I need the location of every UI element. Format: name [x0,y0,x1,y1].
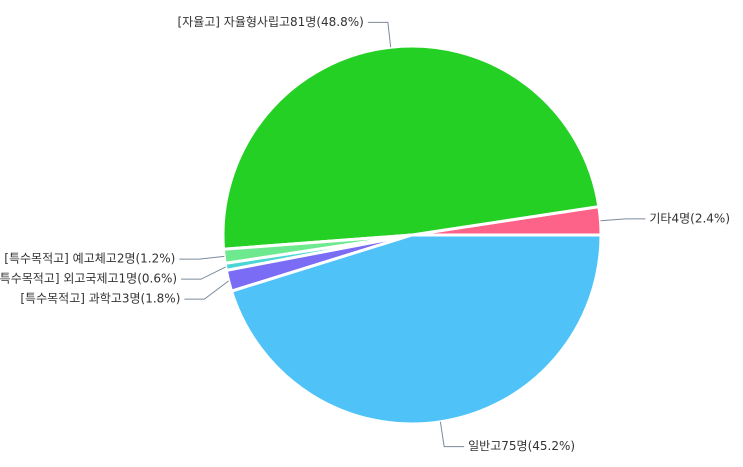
pie-slice [221,44,601,251]
slice-label: [자율고] 자율형사립고81명(48.8%) [178,15,364,29]
leader-line [184,280,229,300]
leader-line [600,218,646,222]
leader-line [439,421,465,448]
slice-label: [특수목적고] 과학고3명(1.8%) [20,292,180,306]
leader-line [179,255,225,260]
leader-line [367,21,392,48]
slice-label: 일반고75명(45.2%) [468,439,575,453]
slice-label: [특수목적고] 외고국제고1명(0.6%) [0,272,177,286]
leader-line [181,266,226,280]
slice-label: [특수목적고] 예고체고2명(1.2%) [4,252,175,266]
pie-slice [229,233,603,426]
slice-label: 기타4명(2.4%) [649,211,730,225]
